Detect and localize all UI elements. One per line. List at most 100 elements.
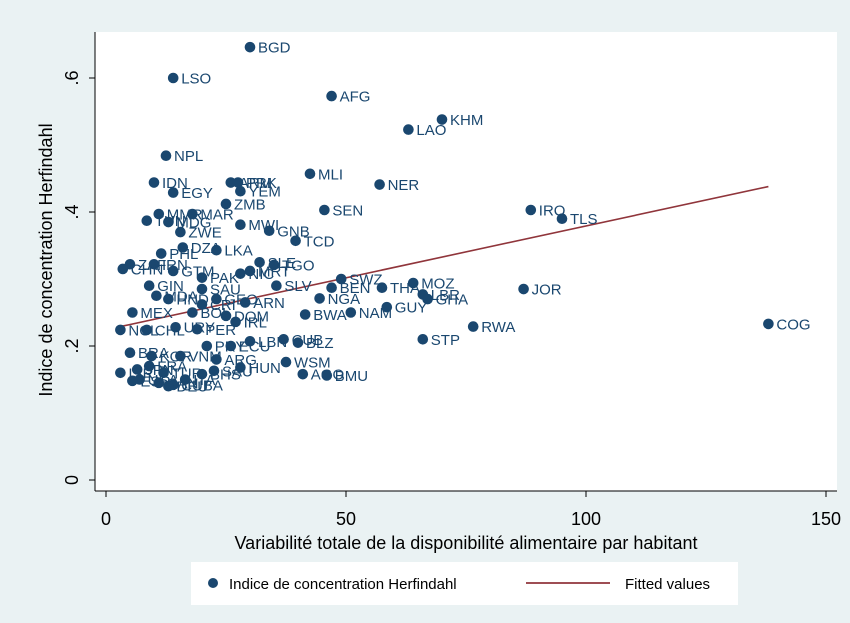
data-point (467, 321, 479, 332)
point-label: ARG (224, 352, 257, 369)
data-point (167, 72, 179, 84)
data-point (244, 265, 256, 277)
points-layer: BGDLSOAFGKHMLAONPLMLINERIDNEGYARMPRKYEMZ… (115, 40, 811, 396)
data-point (148, 258, 160, 270)
data-point (175, 226, 186, 238)
data-point (244, 336, 256, 347)
data-point (153, 208, 165, 220)
point-label: PRY (215, 339, 246, 356)
data-point (187, 208, 198, 220)
data-point (208, 365, 220, 377)
point-label: SAU (222, 363, 253, 380)
data-point (407, 277, 419, 289)
data-point (319, 204, 330, 216)
data-point (143, 280, 155, 292)
y-tick-label: .2 (62, 338, 82, 353)
legend-label-scatter: Indice de concentration Herfindahl (229, 576, 457, 593)
data-point (187, 307, 198, 318)
data-point (163, 380, 174, 392)
data-point (321, 370, 333, 381)
point-label: ZMB (234, 196, 266, 213)
data-point (196, 299, 208, 310)
point-label: THA (390, 280, 420, 297)
point-label: CHN (131, 261, 164, 278)
data-point (376, 282, 388, 294)
data-point (117, 263, 129, 275)
data-point (201, 340, 213, 352)
point-label: PHL (169, 246, 198, 263)
data-point (235, 362, 246, 373)
point-label: GIN (157, 278, 184, 295)
data-point (196, 368, 208, 380)
point-label: YEM (248, 184, 281, 201)
point-label: TLS (570, 211, 598, 228)
x-tick-label: 150 (811, 509, 841, 529)
data-point (263, 225, 275, 237)
plot-area (95, 32, 837, 491)
legend-box (191, 562, 738, 605)
data-point (239, 297, 251, 308)
data-point (314, 293, 325, 304)
data-point (158, 367, 169, 379)
y-tick-label: .4 (62, 204, 82, 219)
data-point (304, 168, 316, 180)
data-point (175, 350, 186, 362)
data-point (326, 282, 337, 294)
point-label: GHA (436, 292, 469, 309)
data-point (436, 114, 448, 125)
y-tick-label: 0 (62, 475, 82, 485)
data-point (196, 283, 208, 295)
point-label: NCL (128, 322, 158, 339)
data-point (280, 356, 292, 368)
data-point (211, 293, 222, 305)
data-point (403, 124, 414, 135)
data-point (127, 307, 138, 318)
point-label: PAK (210, 270, 239, 287)
point-label: CRI (210, 297, 236, 314)
data-point (763, 318, 774, 330)
y-tick-label: .6 (62, 70, 82, 85)
data-point (196, 272, 208, 283)
data-point (211, 244, 222, 256)
data-point (278, 334, 289, 345)
point-label: ZWE (188, 225, 221, 242)
data-point (170, 321, 181, 333)
data-point (345, 307, 357, 318)
data-point (146, 350, 157, 362)
data-point (268, 259, 280, 271)
data-point (141, 324, 153, 336)
data-point (230, 316, 241, 328)
data-point (232, 177, 244, 188)
data-point (417, 334, 429, 345)
point-label: GNB (277, 223, 310, 240)
point-label: NIC (248, 266, 274, 283)
data-point (167, 187, 179, 198)
data-point (148, 177, 160, 188)
point-label: LBN (258, 334, 287, 351)
point-label: ECU (239, 339, 271, 356)
data-point (220, 310, 232, 322)
point-label: BEN (340, 280, 371, 297)
point-label: MRT (258, 263, 290, 280)
data-point (335, 273, 347, 285)
legend-label-fit: Fitted values (625, 576, 710, 593)
x-axis-title: Variabilité totale de la disponibilité a… (235, 533, 698, 553)
data-point (163, 293, 174, 305)
data-point (167, 265, 179, 277)
data-point (163, 216, 174, 228)
data-point (244, 41, 256, 53)
data-point (151, 290, 162, 302)
point-label: LAO (416, 122, 446, 139)
data-point (127, 375, 138, 387)
data-point (160, 150, 172, 162)
fitted-line-layer (120, 185, 769, 328)
point-label: LKA (224, 243, 252, 260)
data-point (299, 309, 311, 320)
point-label: BLZ (306, 335, 334, 352)
point-label: TGO (282, 257, 315, 274)
point-label: NER (388, 177, 420, 194)
point-label: KHM (450, 112, 483, 129)
point-label: STP (431, 332, 460, 349)
data-point (143, 360, 155, 372)
data-point (153, 377, 165, 389)
